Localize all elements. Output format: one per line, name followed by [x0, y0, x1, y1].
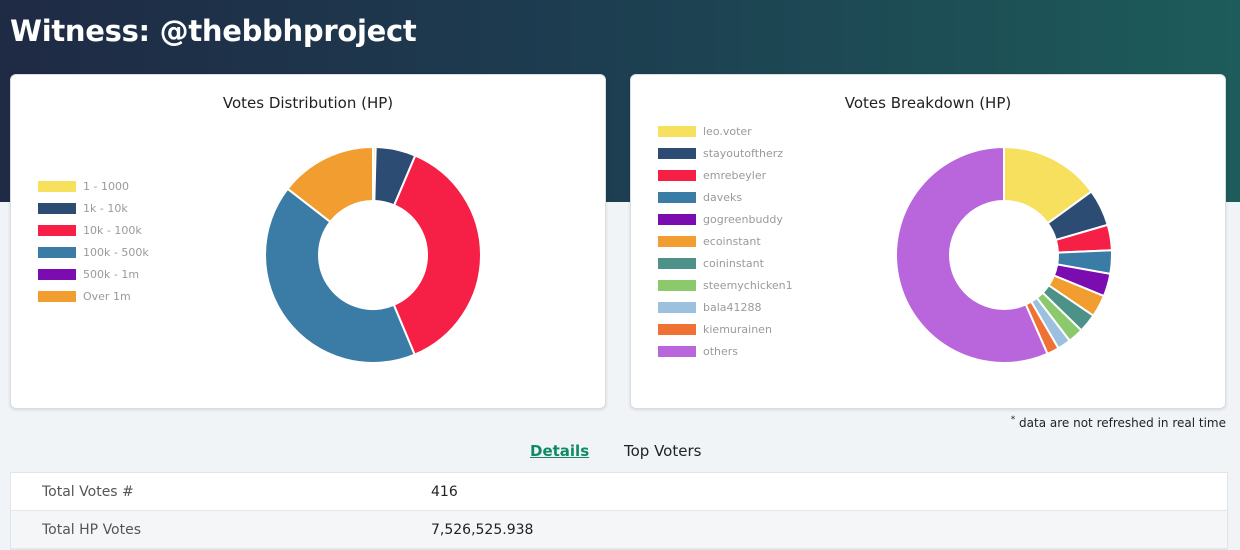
legend-label: daveks — [703, 190, 743, 204]
legend-swatch — [658, 125, 696, 137]
tab-top-voters[interactable]: Top Voters — [624, 442, 702, 460]
legend-swatch — [658, 191, 696, 203]
votes-breakdown-legend: leo.voter stayoutoftherz emrebeyler daveks g… — [658, 120, 793, 362]
legend-item-500k-1m[interactable]: 500k - 1m — [38, 263, 149, 285]
total-hp-votes-label: Total HP Votes — [42, 522, 142, 538]
legend-item-emrebeyler[interactable]: emrebeyler — [658, 164, 793, 186]
legend-swatch — [38, 246, 76, 258]
donut-slice-10k-100k[interactable] — [392, 154, 482, 356]
legend-item-gogreenbuddy[interactable]: gogreenbuddy — [658, 208, 793, 230]
votes-distribution-title: Votes Distribution (HP) — [222, 94, 394, 112]
votes-distribution-card: Votes Distribution (HP) 1 - 1000 1k - 10k… — [10, 74, 606, 409]
legend-swatch — [658, 279, 696, 291]
legend-label: stayoutoftherz — [703, 146, 784, 160]
total-votes-label: Total Votes # — [42, 484, 134, 500]
refresh-note: * data are not refreshed in real time — [1011, 415, 1226, 430]
legend-label: 100k - 500k — [83, 245, 149, 259]
details-tabs: Details Top Voters — [0, 442, 1240, 464]
legend-swatch — [658, 257, 696, 269]
votes-breakdown-card: Votes Breakdown (HP) leo.voter stayoutoft… — [630, 74, 1226, 409]
legend-item-stayoutoftherz[interactable]: stayoutoftherz — [658, 142, 793, 164]
legend-item-10k-100k[interactable]: 10k - 100k — [38, 219, 149, 241]
legend-label: coininstant — [703, 256, 764, 270]
legend-label: 10k - 100k — [83, 223, 142, 237]
legend-label: emrebeyler — [703, 168, 767, 182]
total-hp-votes-value: 7,526,525.938 — [431, 522, 534, 538]
legend-swatch — [658, 147, 696, 159]
total-votes-value: 416 — [431, 484, 458, 500]
legend-swatch — [658, 213, 696, 225]
asterisk-icon: * — [1010, 415, 1016, 425]
legend-swatch — [38, 180, 76, 192]
legend-swatch — [658, 169, 696, 181]
legend-label: 1 - 1000 — [83, 179, 129, 193]
page-title: Witness: @thebbhproject — [10, 14, 417, 48]
votes-distribution-chart — [264, 145, 482, 364]
legend-item-1k-10k[interactable]: 1k - 10k — [38, 197, 149, 219]
legend-label: ecoinstant — [703, 234, 761, 248]
legend-item-1-1000[interactable]: 1 - 1000 — [38, 175, 149, 197]
legend-item-coininstant[interactable]: coininstant — [658, 252, 793, 274]
legend-swatch — [38, 224, 76, 236]
donut-slice-100k-500k[interactable] — [264, 187, 416, 364]
legend-label: gogreenbuddy — [703, 212, 783, 226]
votes-breakdown-chart — [895, 145, 1113, 364]
table-row: Total Votes # 416 — [11, 473, 1227, 511]
legend-swatch — [38, 290, 76, 302]
donut-slice-over-1m[interactable] — [286, 145, 374, 224]
legend-label: others — [703, 344, 739, 358]
legend-swatch — [658, 235, 696, 247]
legend-swatch — [38, 268, 76, 280]
legend-item-daveks[interactable]: daveks — [658, 186, 793, 208]
votes-breakdown-title: Votes Breakdown (HP) — [844, 94, 1012, 112]
legend-label: kiemurainen — [703, 322, 772, 336]
legend-label: leo.voter — [703, 124, 752, 138]
legend-label: 500k - 1m — [83, 267, 140, 281]
legend-item-100k-500k[interactable]: 100k - 500k — [38, 241, 149, 263]
legend-item-others[interactable]: others — [658, 340, 793, 362]
legend-swatch — [38, 202, 76, 214]
details-table: Total Votes # 416 Total HP Votes 7,526,5… — [10, 472, 1228, 550]
tab-details[interactable]: Details — [530, 442, 590, 460]
legend-item-leo-voter[interactable]: leo.voter — [658, 120, 793, 142]
refresh-note-text: data are not refreshed in real time — [1019, 416, 1226, 430]
legend-label: 1k - 10k — [83, 201, 128, 215]
votes-distribution-legend: 1 - 1000 1k - 10k 10k - 100k 100k - 500k 500… — [38, 175, 149, 307]
legend-label: bala41288 — [703, 300, 762, 314]
donut-slice-others[interactable] — [895, 145, 1049, 364]
legend-swatch — [658, 323, 696, 335]
legend-item-steemychicken1[interactable]: steemychicken1 — [658, 274, 793, 296]
legend-label: Over 1m — [83, 289, 131, 303]
legend-swatch — [658, 345, 696, 357]
legend-item-ecoinstant[interactable]: ecoinstant — [658, 230, 793, 252]
legend-item-bala41288[interactable]: bala41288 — [658, 296, 793, 318]
legend-item-kiemurainen[interactable]: kiemurainen — [658, 318, 793, 340]
table-row: Total HP Votes 7,526,525.938 — [11, 511, 1227, 549]
legend-item-over-1m[interactable]: Over 1m — [38, 285, 149, 307]
legend-swatch — [658, 301, 696, 313]
legend-label: steemychicken1 — [703, 278, 793, 292]
